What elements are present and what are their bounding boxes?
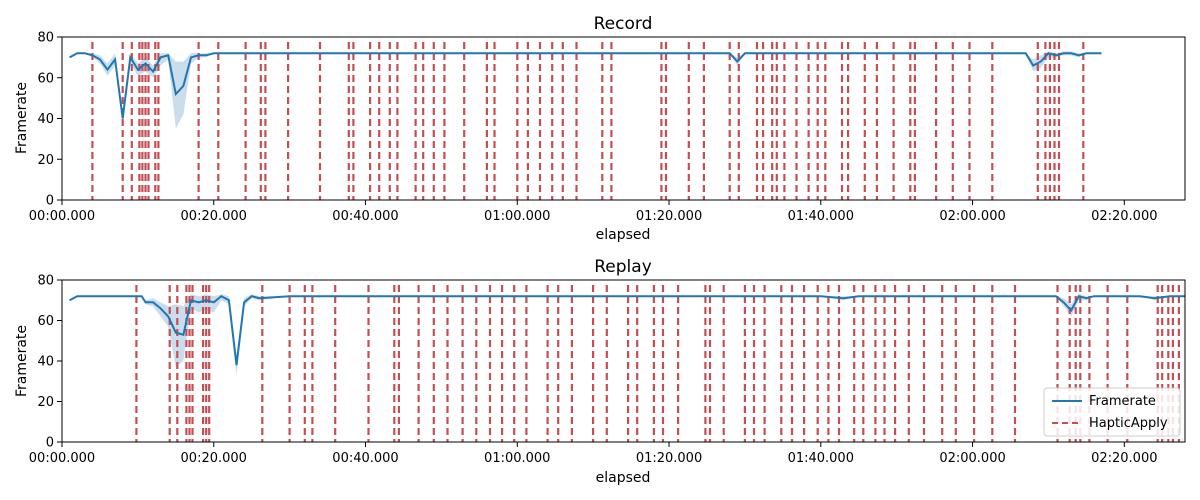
replay-ytick-label-1: 20 <box>37 395 54 410</box>
record-plot-frame <box>61 36 1186 201</box>
record-xlabel: elapsed <box>596 227 651 243</box>
record-ytick-label-3: 60 <box>37 71 54 86</box>
replay-ytick-label-3: 60 <box>37 314 54 329</box>
record-ytick-label-1: 20 <box>37 153 54 168</box>
record-xtick-label-3: 01:00.000 <box>484 209 550 224</box>
record-xtick-label-2: 00:40.000 <box>332 209 398 224</box>
replay-xtick-label-3: 01:00.000 <box>484 451 550 466</box>
replay-xtick-label-0: 00:00.000 <box>29 451 95 466</box>
record-xtick-label-7: 02:20.000 <box>1091 209 1157 224</box>
legend-framerate-label: Framerate <box>1089 394 1156 409</box>
replay-ytick-label-0: 0 <box>46 436 54 451</box>
replay-xtick-label-5: 01:40.000 <box>788 451 854 466</box>
replay-xtick-label-7: 02:20.000 <box>1091 451 1157 466</box>
record-xtick-label-1: 00:20.000 <box>181 209 247 224</box>
record-xtick-label-0: 00:00.000 <box>29 209 95 224</box>
replay-framerate-band <box>69 294 1186 376</box>
replay-xtick-label-2: 00:40.000 <box>332 451 398 466</box>
record-xtick-label-4: 01:20.000 <box>636 209 702 224</box>
record-framerate-band <box>69 51 1102 129</box>
record-title: Record <box>594 14 653 34</box>
record-subplot: Record Framerate elapsed 0 20 40 60 80 00:00… <box>14 14 1186 243</box>
record-ylabel: Framerate <box>14 82 30 154</box>
legend: Framerate HapticApply <box>1043 387 1181 437</box>
replay-ytick-label-4: 80 <box>37 274 54 289</box>
replay-framerate-line <box>69 295 1185 366</box>
replay-xtick-label-1: 00:20.000 <box>181 451 247 466</box>
record-ytick-label-0: 0 <box>46 194 54 209</box>
record-xtick-label-5: 01:40.000 <box>788 209 854 224</box>
replay-ylabel: Framerate <box>14 325 30 397</box>
replay-title: Replay <box>594 257 652 277</box>
replay-xlabel: elapsed <box>596 470 651 486</box>
legend-haptic-label: HapticApply <box>1089 416 1168 431</box>
record-ytick-label-2: 40 <box>37 112 54 127</box>
record-ytick-label-4: 80 <box>37 31 54 46</box>
record-framerate-line <box>69 52 1102 119</box>
replay-xtick-label-4: 01:20.000 <box>636 451 702 466</box>
replay-xtick-label-6: 02:00.000 <box>939 451 1005 466</box>
replay-ytick-label-2: 40 <box>37 355 54 370</box>
replay-plot-frame <box>61 279 1186 443</box>
replay-subplot: Replay Framerate elapsed 0 20 40 60 80 00:00… <box>14 257 1186 486</box>
record-xtick-label-6: 02:00.000 <box>939 209 1005 224</box>
